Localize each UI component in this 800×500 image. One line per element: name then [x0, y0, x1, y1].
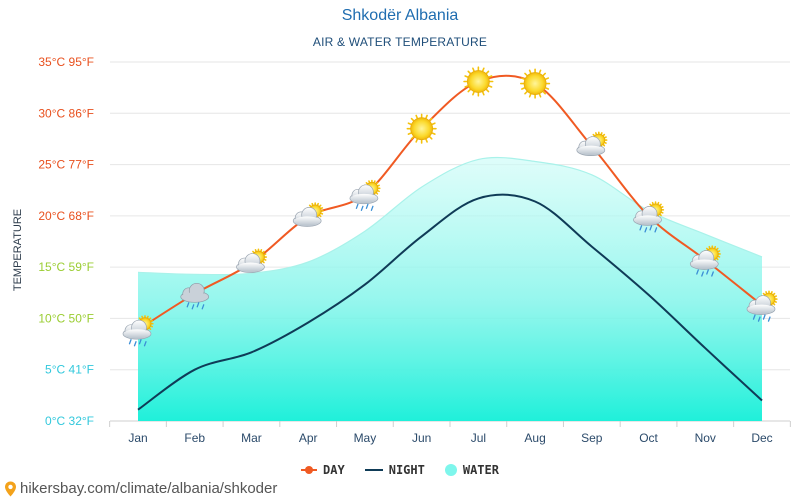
weather-icons	[122, 66, 778, 347]
source-url: hikersbay.com/climate/albania/shkoder	[20, 480, 278, 497]
y-tick-label: 15°C 59°F	[38, 260, 94, 274]
x-tick-label: May	[354, 431, 377, 445]
sun-icon	[406, 113, 437, 144]
y-tick-labels: 35°C 95°F 30°C 86°F 25°C 77°F 20°C 68°F 15°C…	[38, 55, 94, 428]
night-legend-icon	[364, 469, 383, 471]
y-tick-label: 0°C 32°F	[45, 414, 94, 428]
y-tick-label: 5°C 41°F	[45, 363, 94, 377]
cloud-sun-icon	[236, 248, 268, 273]
x-tick-label: Nov	[695, 431, 716, 445]
rain-cloud-sun-icon	[689, 245, 721, 277]
chart-subtitle: AIR & WATER TEMPERATURE	[312, 35, 488, 49]
water-series	[137, 156, 763, 421]
x-tick-label: Mar	[241, 431, 262, 445]
x-tick-label: Aug	[524, 431, 545, 445]
x-tick-label: Dec	[751, 431, 772, 445]
legend-item-night[interactable]: NIGHT	[364, 463, 425, 477]
legend-item-water[interactable]: WATER	[444, 463, 499, 477]
water-area	[138, 157, 762, 421]
y-tick-label: 25°C 77°F	[38, 158, 94, 172]
x-tick-label: Jan	[128, 431, 147, 445]
source-link[interactable]: hikersbay.com/climate/albania/shkoder	[4, 480, 277, 497]
y-tick-label: 20°C 68°F	[38, 209, 94, 223]
sun-icon	[463, 66, 494, 97]
legend-label-day: DAY	[323, 463, 345, 477]
legend: DAY NIGHT WATER	[0, 463, 800, 477]
rain-cloud-icon	[180, 282, 210, 310]
legend-label-night: NIGHT	[388, 463, 425, 477]
x-tick-label: Sep	[581, 431, 603, 445]
location-pin-icon	[5, 481, 16, 496]
y-tick-label: 35°C 95°F	[38, 55, 94, 69]
legend-item-day[interactable]: DAY	[301, 463, 345, 477]
rain-cloud-sun-icon	[122, 315, 154, 347]
rain-cloud-sun-icon	[349, 179, 381, 211]
x-tick-label: Feb	[184, 431, 205, 445]
night-series	[137, 193, 763, 411]
x-tick-label: Jun	[412, 431, 431, 445]
chart-title: Shkodër Albania	[341, 7, 459, 24]
cloud-sun-icon	[292, 202, 324, 227]
cloud-sun-icon	[576, 131, 608, 156]
rain-cloud-sun-icon	[746, 290, 778, 322]
x-tick-label: Jul	[471, 431, 486, 445]
y-tick-label: 30°C 86°F	[38, 106, 94, 120]
legend-label-water: WATER	[462, 463, 499, 477]
water-legend-icon	[444, 464, 457, 476]
sun-icon	[519, 68, 551, 99]
night-line	[137, 193, 763, 411]
x-tick-label: Oct	[639, 431, 658, 445]
y-tick-label: 10°C 50°F	[38, 311, 94, 325]
rain-cloud-sun-icon	[633, 201, 665, 233]
day-legend-icon	[301, 465, 318, 475]
x-tick-labels: Jan Feb Mar Apr May Jun Jul Aug Sep Oct Nov Dec	[109, 420, 791, 445]
x-tick-label: Apr	[299, 431, 318, 445]
